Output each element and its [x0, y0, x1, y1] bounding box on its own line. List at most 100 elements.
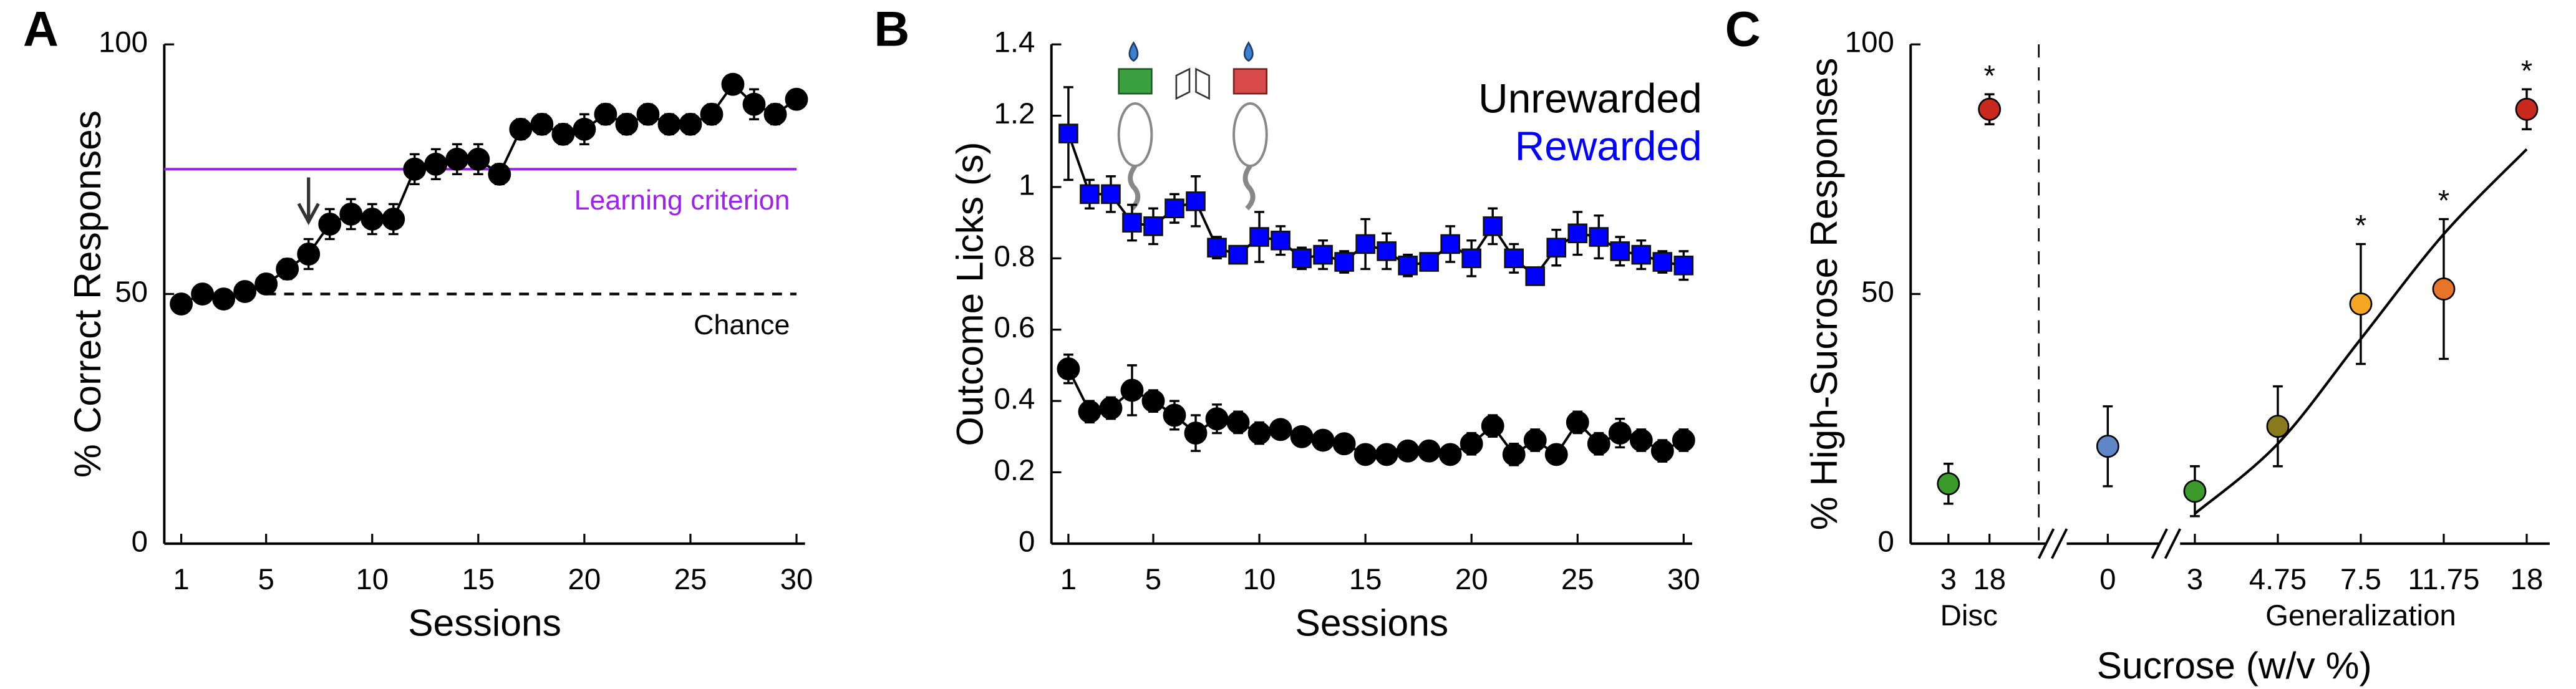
x-axis-label: Sessions: [1295, 602, 1448, 644]
y-tick-label: 0.8: [994, 240, 1035, 273]
marker: [1673, 255, 1694, 276]
marker: [1080, 184, 1100, 205]
marker: [1332, 432, 1356, 456]
marker: [1290, 425, 1314, 448]
marker: [1419, 252, 1439, 272]
marker: [233, 280, 257, 303]
marker: [1375, 443, 1398, 466]
x-tick-label: 3: [1940, 563, 1957, 596]
marker: [1460, 432, 1483, 456]
x-tick-label: 5: [258, 563, 274, 596]
marker: [1269, 418, 1292, 441]
y-tick-label: 1: [1019, 168, 1035, 201]
reference-label: Chance: [694, 309, 790, 340]
x-axis-label: Sucrose (w/v %): [2097, 644, 2372, 687]
y-tick-label: 50: [115, 276, 148, 309]
x-tick-label: 20: [568, 563, 601, 596]
x-tick-label: 3: [2187, 563, 2203, 596]
significance: *: [1983, 59, 1995, 92]
panel-label: C: [1725, 1, 1761, 57]
marker: [1629, 428, 1653, 452]
marker: [1101, 184, 1121, 205]
marker: [1438, 443, 1462, 466]
x-tick-label: 30: [1667, 563, 1700, 596]
y-tick-label: 100: [99, 26, 148, 59]
marker: [1652, 252, 1673, 272]
marker: [1417, 439, 1441, 463]
arrow: [297, 177, 320, 226]
marker: [297, 243, 321, 266]
y-tick-label: 0.4: [994, 383, 1035, 416]
mouse-icon: [1117, 41, 1153, 211]
marker: [424, 152, 448, 176]
y-tick-label: 1.4: [994, 26, 1035, 59]
mouse-icon: [1232, 41, 1268, 211]
marker: [1247, 422, 1271, 445]
marker: [1334, 252, 1354, 272]
marker: [1355, 234, 1375, 254]
reference-label: Learning criterion: [574, 185, 790, 216]
x-tick-label: 11.75: [2408, 563, 2479, 596]
marker: [1672, 428, 1695, 452]
marker: [1228, 244, 1248, 265]
marker: [1313, 244, 1333, 265]
marker: [1143, 216, 1163, 236]
marker: [445, 147, 469, 171]
marker: [1398, 255, 1418, 276]
legend-entry: Rewarded: [1515, 123, 1702, 169]
marker: [615, 112, 639, 136]
significance: *: [2438, 185, 2449, 218]
marker: [1184, 422, 1208, 445]
marker: [1650, 439, 1674, 463]
marker: [318, 212, 342, 236]
marker: [1226, 410, 1250, 434]
x-tick-label: 25: [1561, 563, 1594, 596]
marker: [1120, 378, 1144, 402]
x-tick-label: 4.75: [2249, 563, 2307, 596]
marker: [1078, 400, 1102, 423]
lick-port-icon: [1175, 67, 1210, 100]
marker: [1292, 248, 1312, 269]
y-tick-label: 0.2: [994, 454, 1035, 487]
marker: [212, 287, 236, 311]
panel-label: A: [23, 1, 59, 57]
y-tick-label: 0: [1878, 525, 1894, 558]
x-axis-label: Sessions: [408, 602, 561, 644]
x-tick-label: 18: [1973, 563, 2006, 596]
marker: [170, 292, 193, 316]
x-tick-label: 30: [780, 563, 813, 596]
marker: [1249, 227, 1269, 247]
marker: [254, 272, 278, 296]
marker: [276, 258, 299, 281]
y-axis-label: % High-Sucrose Responses: [1803, 58, 1845, 531]
marker: [530, 112, 554, 136]
x-tick-label: 15: [462, 563, 495, 596]
marker: [1483, 216, 1503, 236]
marker: [2515, 97, 2539, 121]
marker: [1481, 414, 1504, 438]
marker: [2349, 292, 2373, 316]
marker: [339, 202, 363, 226]
marker: [594, 102, 617, 126]
y-tick-label: 50: [1861, 276, 1894, 309]
y-axis-label: % Correct Responses: [66, 110, 109, 478]
marker: [742, 92, 766, 116]
marker: [382, 207, 405, 231]
marker: [763, 102, 787, 126]
x-tick-label: 1: [1060, 563, 1077, 596]
x-tick-label: 7.5: [2340, 563, 2381, 596]
marker: [1440, 234, 1460, 254]
x-tick-label: 5: [1145, 563, 1161, 596]
marker: [361, 207, 384, 231]
marker: [1057, 357, 1080, 381]
y-tick-label: 0.6: [994, 311, 1035, 344]
marker: [1546, 238, 1567, 258]
marker: [636, 102, 660, 126]
significance: *: [2521, 54, 2532, 87]
marker: [1461, 248, 1482, 269]
marker: [2432, 277, 2456, 301]
marker: [1525, 266, 1546, 286]
x-tick-label: 25: [674, 563, 707, 596]
marker: [657, 112, 681, 136]
